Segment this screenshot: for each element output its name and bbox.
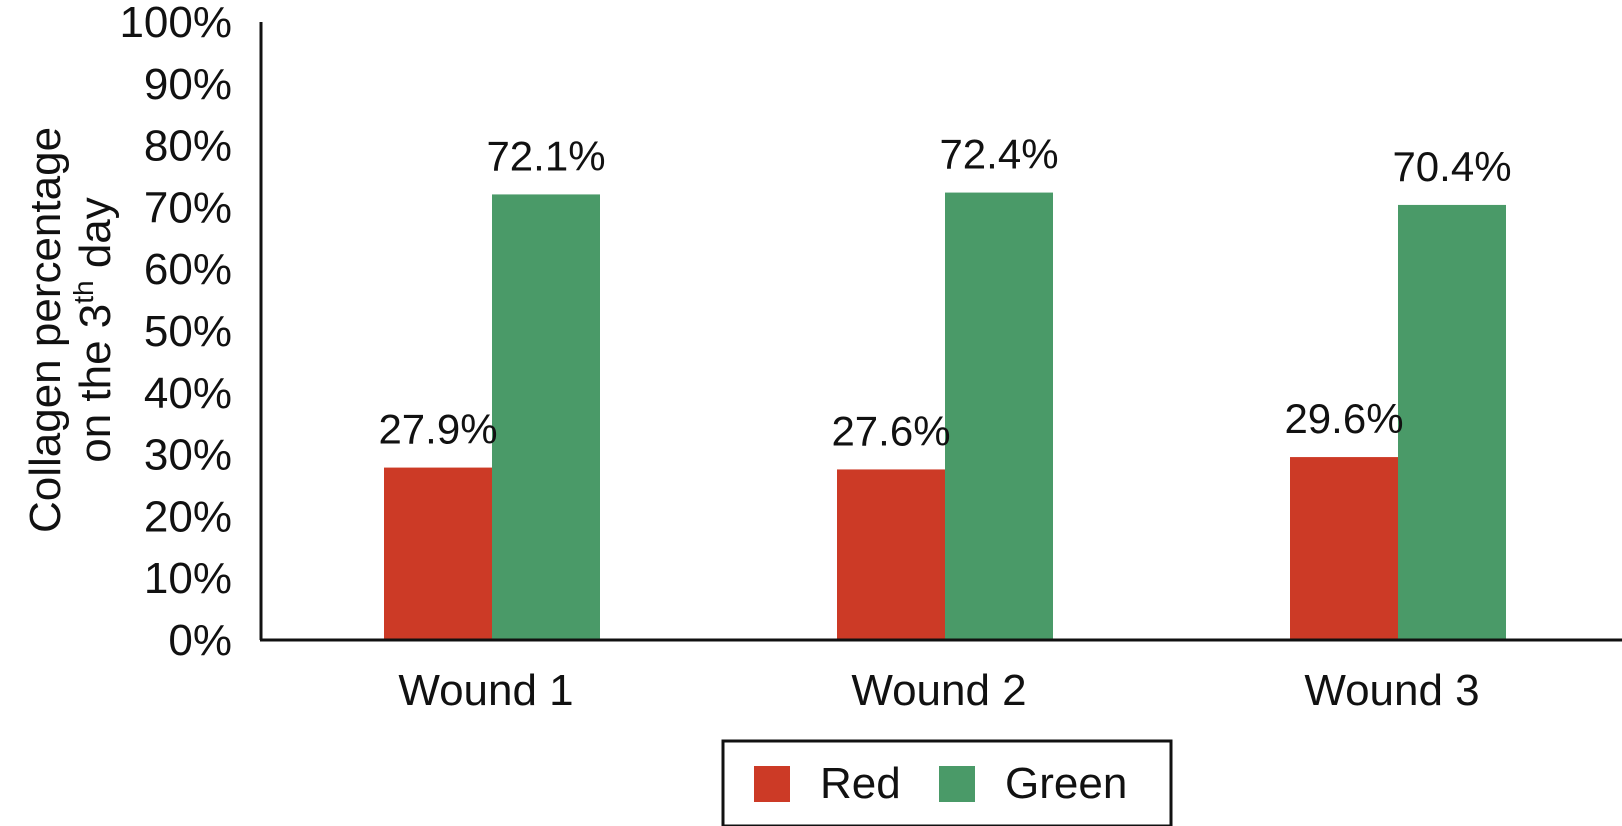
y-tick-label: 50%: [144, 307, 232, 356]
data-label-red-2: 27.6%: [831, 407, 950, 454]
y-tick-label: 90%: [144, 60, 232, 109]
x-axis-categories: Wound 1 Wound 2 Wound 3: [398, 666, 1479, 715]
y-axis-title-line2: on the 3th day: [68, 197, 120, 463]
data-label-red-3: 29.6%: [1284, 395, 1403, 442]
y-tick-label: 0%: [168, 616, 232, 665]
y-axis-title-superscript: th: [68, 280, 99, 303]
bar-red-2: [837, 469, 945, 640]
axes: [259, 22, 1622, 642]
y-axis-title-line2-pre: on the 3: [71, 304, 120, 463]
y-axis-title: Collagen percentage on the 3th day: [21, 127, 120, 533]
data-label-green-1: 72.1%: [486, 132, 605, 179]
legend-swatch-red: [754, 766, 790, 802]
y-tick-label: 30%: [144, 431, 232, 480]
data-label-green-3: 70.4%: [1392, 143, 1511, 190]
y-tick-label: 70%: [144, 183, 232, 232]
bar-red-1: [384, 467, 492, 640]
bar-green-3: [1398, 204, 1506, 641]
bar-red-3: [1290, 457, 1398, 640]
bar-green-1: [492, 194, 600, 640]
x-category-label: Wound 1: [398, 666, 573, 715]
y-tick-label: 60%: [144, 245, 232, 294]
legend: Red Green: [721, 739, 1173, 826]
y-tick-label: 80%: [144, 122, 232, 171]
legend-swatch-green: [939, 766, 975, 802]
value-labels: 27.9% 72.1% 27.6% 72.4% 29.6% 70.4%: [378, 131, 1511, 455]
y-axis-title-line2-post: day: [71, 197, 120, 280]
y-tick-label: 100%: [119, 0, 232, 47]
x-category-label: Wound 2: [851, 666, 1026, 715]
y-axis-title-line1: Collagen percentage: [21, 127, 70, 533]
data-label-red-1: 27.9%: [378, 406, 497, 453]
legend-label-green: Green: [1005, 759, 1127, 808]
x-category-label: Wound 3: [1304, 666, 1479, 715]
bar-green-2: [945, 192, 1053, 640]
y-tick-label: 10%: [144, 554, 232, 603]
y-axis-ticks: 0% 10% 20% 30% 40% 50% 60% 70% 80% 90% 100%: [119, 0, 232, 665]
legend-label-red: Red: [820, 759, 901, 808]
bars: [384, 192, 1506, 641]
y-tick-label: 40%: [144, 369, 232, 418]
data-label-green-2: 72.4%: [939, 131, 1058, 178]
y-tick-label: 20%: [144, 492, 232, 541]
